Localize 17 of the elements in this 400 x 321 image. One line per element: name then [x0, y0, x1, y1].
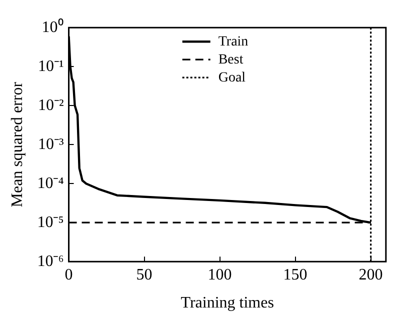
- y-tick-label: 10⁻⁵: [37, 214, 64, 231]
- y-tick-label: 10⁻²: [38, 96, 64, 114]
- y-axis-title: Mean squared error: [8, 81, 26, 208]
- legend-label: Train: [218, 34, 248, 50]
- x-tick-label: 50: [136, 266, 152, 284]
- y-tick-label: 10⁻⁴: [37, 174, 64, 192]
- legend-label: Goal: [218, 70, 246, 86]
- y-tick-label: 10⁻¹: [38, 58, 64, 75]
- x-tick-label: 0: [64, 266, 73, 284]
- legend-label: Best: [218, 52, 244, 68]
- y-tick-label: 10⁻⁶: [37, 252, 64, 270]
- y-tick-label: 10⁻³: [38, 136, 64, 153]
- x-tick-label: 150: [283, 266, 308, 284]
- x-tick-label: 200: [358, 266, 383, 284]
- y-tick-label: 10⁰: [42, 18, 64, 36]
- x-tick-label: 100: [208, 266, 232, 284]
- x-axis-title: Training times: [180, 294, 274, 312]
